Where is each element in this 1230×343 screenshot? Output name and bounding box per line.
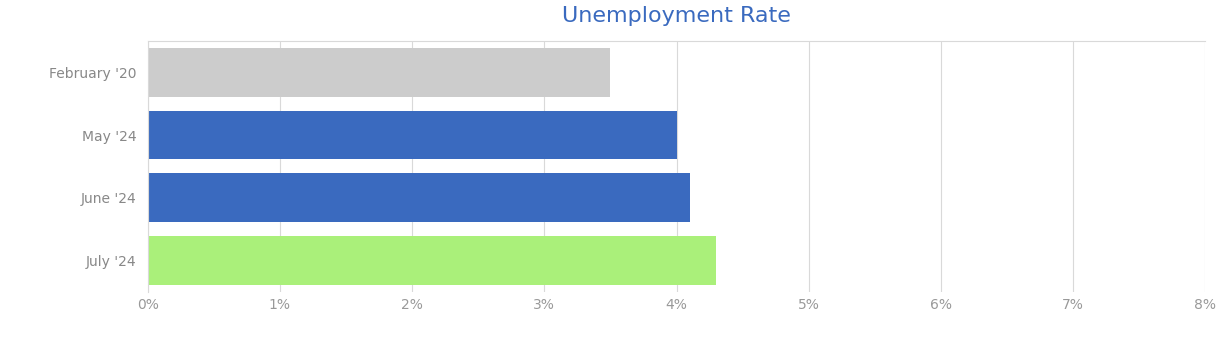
Bar	[148, 173, 690, 222]
Bar	[148, 111, 677, 159]
Bar	[148, 236, 716, 285]
Bar	[148, 48, 610, 97]
Title: Unemployment Rate: Unemployment Rate	[562, 6, 791, 26]
